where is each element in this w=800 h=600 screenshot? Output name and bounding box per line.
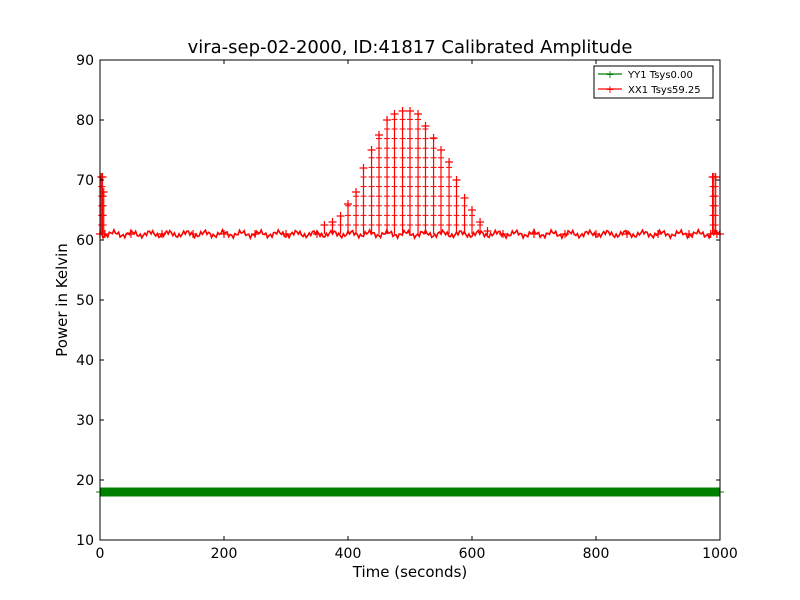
y-tick-label: 90 [76,53,94,69]
series-yy1-point [468,488,476,496]
series-xx1 [96,107,724,241]
series-xx1-point [127,230,135,238]
series-xx1-point [328,218,337,226]
y-axis-label: Power in Kelvin [53,243,71,357]
legend-label-yy1: YY1 Tsys0.00 [627,70,693,81]
x-tick-label: 400 [335,546,362,562]
series-yy1-point [251,488,259,496]
x-tick-label: 600 [459,546,486,562]
series-xx1-point [445,158,454,166]
series-xx1-point [483,227,492,235]
x-tick-label: 200 [211,546,238,562]
series-xx1-point [398,107,407,115]
series-xx1-point [476,218,485,226]
series-yy1-point [499,488,507,496]
series-xx1-point [468,206,476,214]
series-xx1-point [561,230,569,238]
chart-title: vira-sep-02-2000, ID:41817 Calibrated Am… [188,37,633,58]
series-yy1-point [530,488,538,496]
y-tick-label: 80 [76,113,94,129]
series-xx1-point [313,230,321,238]
y-tick-label: 40 [76,353,94,369]
series-xx1-point [251,230,259,238]
series-yy1-point [189,488,197,496]
legend-box [593,65,714,99]
series-xx1-point [711,173,720,181]
series-yy1-point [313,488,321,496]
series-xx1-point [592,230,600,238]
series-xx1-point [367,146,376,154]
series-yy1-point [282,488,290,496]
series-yy1-point [437,488,445,496]
series-xx1-point [344,200,352,208]
y-tick-label: 10 [76,533,94,549]
legend-marker-xx1: + [605,83,614,96]
plot-area [96,107,724,497]
series-xx1-point [320,221,329,229]
series-xx1-point [352,188,361,196]
series-xx1-point [390,110,399,118]
series-xx1-point [158,230,166,238]
series-xx1-point [437,146,445,154]
axis-ticks: 0 200 400 600 800 1000 10 20 30 40 50 60 70 80 90 [76,53,738,562]
legend-marker-yy1: + [605,68,614,81]
series-xx1-point [421,122,430,130]
series-xx1-point [406,107,414,115]
series-xx1-point [429,134,438,142]
series-yy1-point [344,488,352,496]
series-xx1-point [100,230,109,238]
series-xx1-point [282,230,290,238]
series-xx1-baseline [99,227,721,241]
series-xx1-point [375,131,383,139]
x-tick-label: 0 [96,546,105,562]
y-tick-label: 50 [76,293,94,309]
series-xx1-point [460,194,469,202]
series-xx1-point [99,188,108,196]
series-yy1 [96,487,724,497]
series-xx1-point [685,230,693,238]
series-yy1-point [406,488,414,496]
series-yy1-point [685,488,693,496]
series-yy1-point [127,488,135,496]
series-xx1-point [414,110,423,118]
series-xx1-point [530,230,538,238]
series-yy1-point [654,488,662,496]
series-xx1-point [654,230,662,238]
series-yy1-point [592,488,600,496]
x-tick-label: 800 [583,546,610,562]
legend-label-xx1: XX1 Tsys59.25 [628,85,701,96]
y-tick-label: 70 [76,173,94,189]
series-yy1-point [623,488,631,496]
y-tick-label: 20 [76,473,94,489]
y-tick-label: 60 [76,233,94,249]
series-yy1-point [220,488,228,496]
series-xx1-point [383,116,392,124]
series-xx1-point [452,176,461,184]
series-yy1-point [158,488,166,496]
series-xx1-point [623,230,631,238]
series-yy1-point [561,488,569,496]
series-xx1-point [220,230,228,238]
y-tick-label: 30 [76,413,94,429]
series-yy1-point [375,488,383,496]
x-axis-label: Time (seconds) [352,563,468,581]
series-xx1-point [499,230,507,238]
series-xx1-point [189,230,197,238]
series-xx1-point [336,212,345,220]
legend: + YY1 Tsys0.00 + XX1 Tsys59.25 [593,65,714,99]
x-tick-label: 1000 [702,546,738,562]
series-xx1-point [359,164,368,172]
